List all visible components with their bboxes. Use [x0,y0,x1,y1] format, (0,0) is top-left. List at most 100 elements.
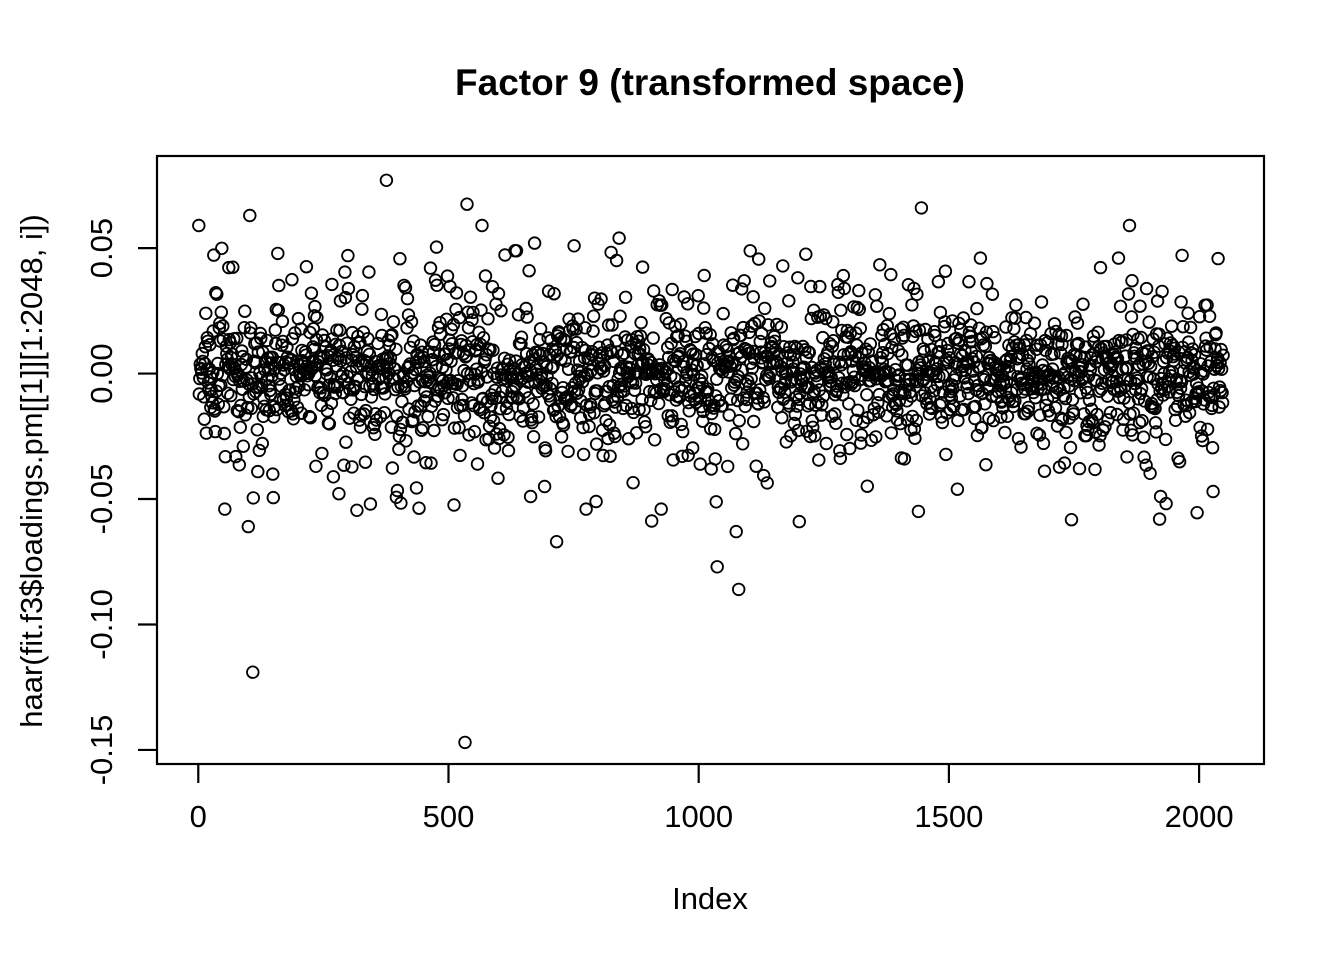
data-point [1139,458,1153,472]
data-point [1214,362,1229,377]
data-point [897,452,912,466]
data-point [215,241,229,256]
data-point [1059,328,1074,343]
data-point [703,328,717,342]
data-point [809,398,823,412]
data-point [271,246,285,261]
data-point [613,309,627,323]
data-point [233,420,248,435]
data-point [350,503,364,518]
data-point [910,374,925,389]
data-point [494,304,508,318]
data-point [1103,405,1118,420]
data-point [737,274,751,288]
data-point [1007,322,1021,336]
data-point [994,410,1008,424]
data-point [429,240,444,254]
y-tick-label: -0.15 [84,715,119,786]
data-point [1192,310,1207,324]
data-point [1068,310,1082,324]
data-point [763,274,777,288]
data-point [533,348,547,362]
data-point [686,441,700,455]
data-point [708,422,722,437]
data-point [431,389,445,403]
x-axis-label: Index [672,881,748,916]
data-point [946,382,960,396]
data-point [514,337,528,351]
data-point [666,453,680,467]
data-point [884,426,899,440]
data-point [822,368,837,382]
data-point [471,373,486,387]
data-point [1049,385,1064,400]
data-point [1022,349,1037,363]
data-point [787,416,802,431]
data-point [576,447,591,462]
data-point [332,338,347,352]
data-point [232,458,247,472]
data-point [233,374,247,389]
data-point [1121,287,1136,301]
data-point [932,345,947,359]
data-point [826,315,840,329]
data-point [833,451,848,466]
data-point [834,303,848,318]
data-point [275,314,290,329]
data-point [486,343,500,357]
data-point [368,427,382,442]
data-point [729,524,743,539]
data-point [363,497,378,511]
data-point [549,535,564,549]
data-point [326,470,341,484]
data-point [393,252,407,266]
data-point [522,264,536,278]
data-point [1125,274,1139,288]
data-point [666,414,680,428]
data-point [1030,426,1044,441]
data-point [652,396,666,411]
data-point [224,388,238,403]
data-point [274,366,288,381]
data-point [1179,393,1193,407]
data-point [648,433,662,447]
data-point [1205,441,1220,455]
data-point [782,294,796,308]
y-tick-label: 0.00 [84,343,119,403]
data-point [216,332,231,346]
data-point [803,429,818,444]
data-point [836,388,850,402]
data-point [596,364,611,378]
data-point [1113,299,1128,314]
data-point [452,421,466,435]
data-point [1071,369,1085,383]
data-point [853,321,868,336]
data-point [1137,450,1151,464]
data-point [633,329,648,343]
data-point [708,452,722,466]
data-point [726,278,740,292]
data-point [744,371,758,386]
data-point [695,369,709,384]
data-point [638,420,653,434]
data-point [609,253,624,268]
data-point [851,403,865,418]
data-point [732,414,746,428]
data-point [229,449,243,464]
data-point [752,252,766,266]
data-point [1092,438,1106,452]
data-point [674,417,688,432]
data-point [863,337,878,351]
data-point [509,244,524,258]
data-point [407,450,421,464]
data-point [554,430,569,444]
data-point [1120,450,1134,464]
data-point [970,428,985,443]
data-point [1008,311,1023,325]
data-point [267,410,281,424]
data-point [266,467,280,481]
data-point [635,260,650,274]
data-point [691,289,705,303]
data-point [900,394,914,408]
data-point [1185,342,1200,356]
